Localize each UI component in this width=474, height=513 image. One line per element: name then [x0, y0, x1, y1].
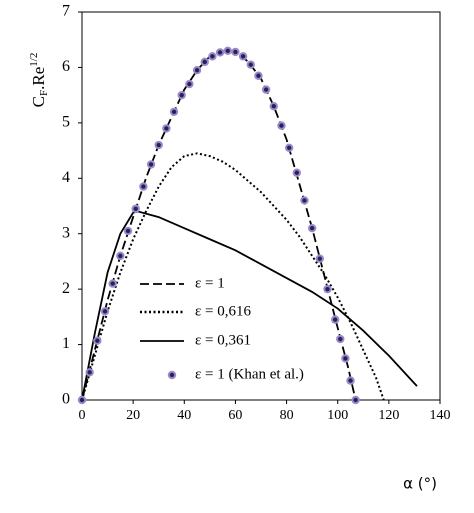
- data-point: [351, 395, 360, 405]
- y-tick-label: 7: [62, 3, 70, 20]
- data-point: [85, 368, 94, 377]
- y-tick-label: 5: [62, 114, 70, 131]
- data-point: [284, 143, 294, 153]
- data-point: [231, 47, 240, 57]
- legend-swatch: [167, 370, 177, 380]
- series-line: [81, 210, 418, 401]
- x-tick-label: 40: [177, 408, 191, 423]
- data-point: [238, 52, 248, 61]
- data-point: [131, 204, 140, 213]
- data-point: [100, 307, 110, 316]
- data-point: [93, 336, 102, 345]
- data-point: [200, 57, 209, 67]
- data-point: [154, 140, 163, 150]
- data-point: [215, 48, 225, 57]
- legend-label: ε = 0,361: [195, 332, 251, 348]
- data-point: [300, 196, 309, 205]
- x-tick-label: 100: [327, 408, 348, 423]
- y-label-part: F: [38, 90, 50, 96]
- data-point: [323, 284, 332, 294]
- legend-label: ε = 0,616: [195, 303, 252, 319]
- data-point: [336, 334, 345, 344]
- data-point: [77, 395, 87, 405]
- data-point: [146, 160, 156, 169]
- y-tick-label: 1: [62, 335, 70, 352]
- data-point: [192, 66, 202, 75]
- x-tick-label: 0: [79, 408, 86, 423]
- y-tick-label: 3: [62, 224, 70, 241]
- data-point: [330, 315, 340, 324]
- y-tick-label: 0: [62, 391, 70, 408]
- x-tick-label: 120: [378, 408, 399, 423]
- data-point: [108, 279, 117, 288]
- data-point: [223, 46, 232, 55]
- y-label-part: C: [29, 96, 48, 107]
- y-axis-label: CF.Re1/2: [28, 53, 50, 108]
- data-point: [292, 168, 301, 177]
- data-point: [208, 52, 217, 61]
- plot-frame: [81, 11, 441, 401]
- data-point: [341, 354, 350, 363]
- series-line: [81, 152, 385, 401]
- data-point: [123, 226, 133, 236]
- x-tick-label: 60: [228, 408, 242, 423]
- data-point: [315, 254, 325, 263]
- data-point: [116, 251, 125, 261]
- y-tick-label: 2: [62, 280, 70, 297]
- data-point: [307, 223, 317, 233]
- data-point: [254, 71, 263, 80]
- data-point: [277, 121, 286, 130]
- x-tick-label: 20: [126, 408, 140, 423]
- legend-label: ε = 1: [195, 275, 225, 291]
- legend-label: ε = 1 (Khan et al.): [195, 366, 304, 382]
- data-point: [246, 60, 255, 69]
- data-point: [346, 376, 355, 385]
- y-label-part: 1/2: [28, 53, 40, 67]
- x-tick-label: 140: [430, 408, 451, 423]
- x-axis-label: α (°): [403, 475, 437, 493]
- data-point: [261, 85, 271, 94]
- data-point: [269, 102, 278, 111]
- data-point: [139, 182, 148, 191]
- data-point: [162, 124, 171, 133]
- x-tick-label: 80: [280, 408, 294, 423]
- data-point: [177, 90, 186, 100]
- y-tick-label: 6: [62, 58, 70, 75]
- y-tick-label: 4: [62, 169, 70, 186]
- y-label-part: .Re: [29, 67, 48, 90]
- data-point: [169, 107, 179, 116]
- data-point: [185, 79, 194, 89]
